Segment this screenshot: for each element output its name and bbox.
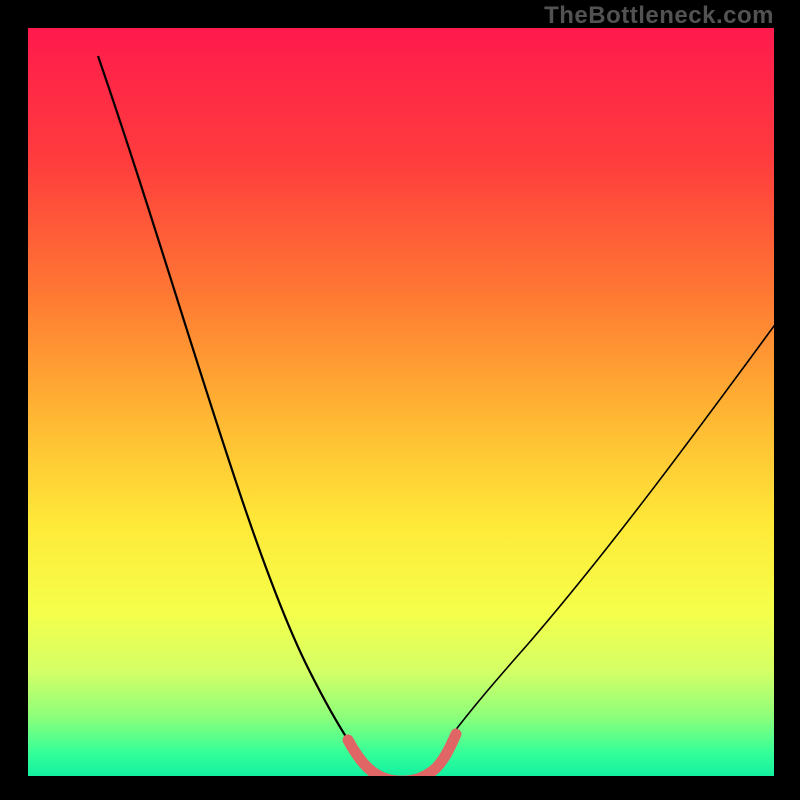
valley-marker — [348, 734, 456, 776]
curve-right — [448, 288, 774, 740]
chart-area — [28, 28, 774, 776]
outer-frame: TheBottleneck.com — [0, 0, 800, 800]
watermark-text: TheBottleneck.com — [544, 2, 774, 30]
chart-curves-svg — [28, 28, 774, 776]
curve-left — [98, 56, 352, 746]
